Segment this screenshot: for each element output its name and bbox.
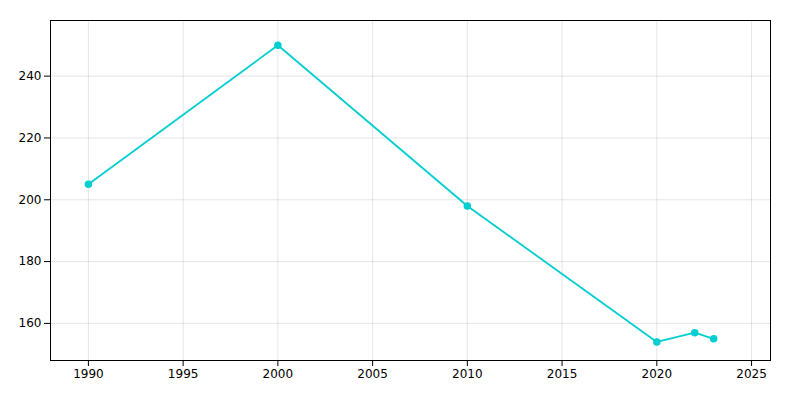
svg-text:2010: 2010 bbox=[452, 367, 483, 381]
svg-text:2005: 2005 bbox=[357, 367, 388, 381]
svg-text:2000: 2000 bbox=[263, 367, 294, 381]
svg-text:220: 220 bbox=[19, 131, 42, 145]
svg-text:200: 200 bbox=[19, 193, 42, 207]
svg-text:160: 160 bbox=[19, 316, 42, 330]
svg-text:180: 180 bbox=[19, 254, 42, 268]
svg-text:1990: 1990 bbox=[73, 367, 104, 381]
svg-text:240: 240 bbox=[19, 69, 42, 83]
svg-text:1995: 1995 bbox=[168, 367, 199, 381]
svg-text:2025: 2025 bbox=[736, 367, 767, 381]
svg-text:2015: 2015 bbox=[547, 367, 578, 381]
svg-text:2020: 2020 bbox=[642, 367, 673, 381]
